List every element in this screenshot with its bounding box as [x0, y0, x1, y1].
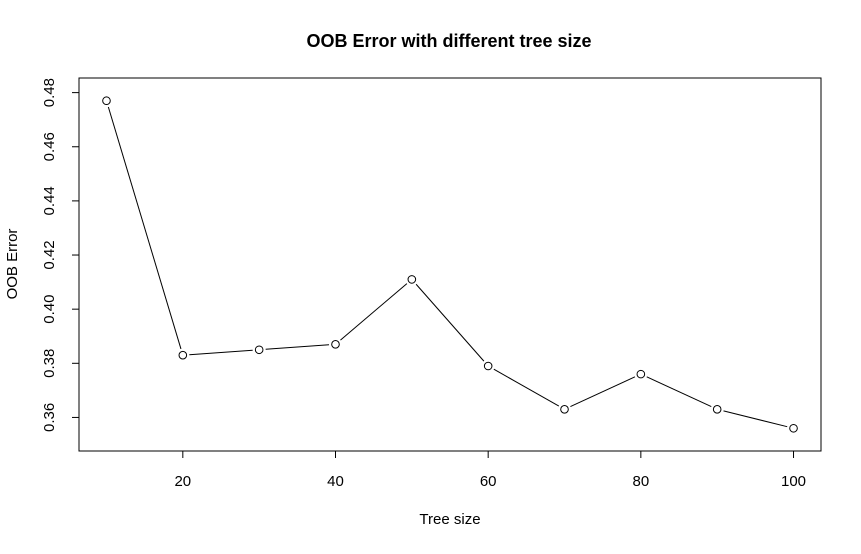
data-point — [712, 405, 722, 414]
series-line-segment — [340, 283, 408, 341]
data-point — [178, 350, 188, 360]
y-tick-label: 0.42 — [41, 240, 58, 269]
series-line-segment — [570, 376, 636, 408]
y-tick-label: 0.44 — [41, 186, 58, 215]
x-tick-label: 80 — [632, 473, 649, 490]
series-layer — [102, 96, 798, 433]
y-axis: 0.36 0.38 0.40 0.42 0.44 0.46 0.48 — [41, 78, 79, 432]
x-tick-label: 60 — [480, 473, 497, 490]
series-line-segment — [493, 368, 560, 407]
y-tick-label: 0.36 — [41, 403, 58, 432]
series-line-segment — [107, 106, 182, 350]
series-line-segment — [415, 283, 485, 362]
data-point — [789, 423, 798, 433]
data-point — [483, 361, 493, 371]
series-line-segment — [189, 349, 253, 356]
x-axis-label: Tree size — [419, 511, 480, 528]
x-axis: 20 40 60 80 100 — [174, 451, 806, 490]
y-tick-label: 0.40 — [41, 295, 58, 324]
series-line-segment — [646, 376, 712, 408]
data-point — [102, 96, 111, 106]
data-point — [636, 369, 646, 379]
plot-frame — [78, 77, 822, 452]
chart-title: OOB Error with different tree size — [306, 31, 591, 51]
y-tick-label: 0.46 — [41, 132, 58, 161]
data-point — [254, 345, 264, 355]
series-line-segment — [723, 410, 788, 428]
y-tick-label: 0.48 — [41, 78, 58, 107]
y-tick-label: 0.38 — [41, 349, 58, 378]
series-line-segment — [265, 344, 330, 350]
x-tick-label: 100 — [781, 473, 806, 490]
x-tick-label: 40 — [327, 473, 344, 490]
data-point — [331, 340, 340, 349]
data-point — [560, 405, 569, 414]
x-tick-label: 20 — [174, 473, 191, 490]
y-axis-label: OOB Error — [4, 229, 21, 300]
data-point — [407, 275, 417, 284]
